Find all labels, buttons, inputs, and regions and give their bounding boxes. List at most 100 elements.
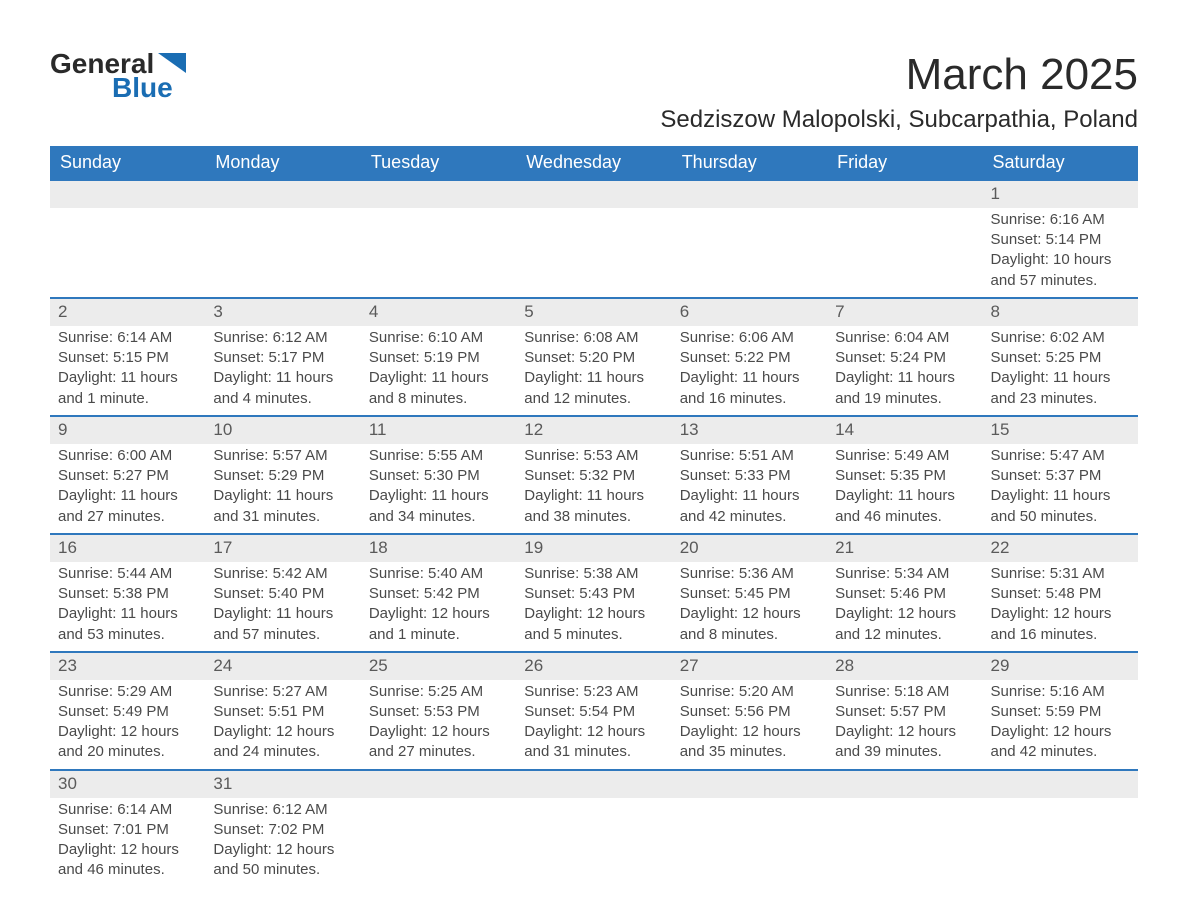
day-number bbox=[361, 770, 516, 798]
day-number: 8 bbox=[983, 298, 1138, 326]
day-detail-line: and 12 minutes. bbox=[835, 625, 974, 645]
day-detail-line: Sunrise: 5:44 AM bbox=[58, 564, 197, 584]
day-detail-line: Sunset: 5:32 PM bbox=[524, 466, 663, 486]
day-detail-line: Sunset: 5:22 PM bbox=[680, 348, 819, 368]
details-row: Sunrise: 6:14 AMSunset: 7:01 PMDaylight:… bbox=[50, 798, 1138, 887]
day-detail-line: Sunrise: 6:12 AM bbox=[213, 328, 352, 348]
day-cell: Sunrise: 6:08 AMSunset: 5:20 PMDaylight:… bbox=[516, 326, 671, 416]
day-cell: Sunrise: 5:49 AMSunset: 5:35 PMDaylight:… bbox=[827, 444, 982, 534]
day-detail-line: Sunset: 5:37 PM bbox=[991, 466, 1130, 486]
day-detail-line: and 27 minutes. bbox=[58, 507, 197, 527]
day-detail-line: and 1 minute. bbox=[58, 389, 197, 409]
day-detail-line: Sunrise: 5:29 AM bbox=[58, 682, 197, 702]
day-detail-line: Sunset: 5:29 PM bbox=[213, 466, 352, 486]
day-cell bbox=[361, 208, 516, 298]
calendar-table: SundayMondayTuesdayWednesdayThursdayFrid… bbox=[50, 146, 1138, 887]
day-detail-line: Daylight: 11 hours bbox=[835, 368, 974, 388]
day-detail-line: and 50 minutes. bbox=[991, 507, 1130, 527]
day-detail-line: Daylight: 11 hours bbox=[369, 368, 508, 388]
day-number: 21 bbox=[827, 534, 982, 562]
day-detail-line: Daylight: 12 hours bbox=[213, 722, 352, 742]
day-detail-line: Sunrise: 5:36 AM bbox=[680, 564, 819, 584]
day-detail-line: and 8 minutes. bbox=[680, 625, 819, 645]
day-detail-line: Daylight: 12 hours bbox=[680, 722, 819, 742]
day-number: 16 bbox=[50, 534, 205, 562]
day-detail-line: Daylight: 11 hours bbox=[680, 368, 819, 388]
day-detail-line: Sunset: 5:53 PM bbox=[369, 702, 508, 722]
day-detail-line: Sunset: 5:38 PM bbox=[58, 584, 197, 604]
day-number: 10 bbox=[205, 416, 360, 444]
day-number: 3 bbox=[205, 298, 360, 326]
day-cell: Sunrise: 6:10 AMSunset: 5:19 PMDaylight:… bbox=[361, 326, 516, 416]
logo-flag-icon bbox=[158, 53, 186, 73]
day-detail-line: and 4 minutes. bbox=[213, 389, 352, 409]
day-detail-line: Sunrise: 5:16 AM bbox=[991, 682, 1130, 702]
day-detail-line: Sunrise: 6:14 AM bbox=[58, 800, 197, 820]
day-detail-line: Sunrise: 6:02 AM bbox=[991, 328, 1130, 348]
daynum-row: 9101112131415 bbox=[50, 416, 1138, 444]
day-detail-line: Sunset: 5:17 PM bbox=[213, 348, 352, 368]
day-detail-line: Daylight: 12 hours bbox=[835, 604, 974, 624]
day-number: 12 bbox=[516, 416, 671, 444]
day-detail-line: Sunrise: 5:49 AM bbox=[835, 446, 974, 466]
day-detail-line: Daylight: 12 hours bbox=[680, 604, 819, 624]
day-detail-line: Sunrise: 5:20 AM bbox=[680, 682, 819, 702]
day-detail-line: Daylight: 12 hours bbox=[991, 604, 1130, 624]
day-header: Wednesday bbox=[516, 146, 671, 180]
day-cell: Sunrise: 5:16 AMSunset: 5:59 PMDaylight:… bbox=[983, 680, 1138, 770]
day-detail-line: and 24 minutes. bbox=[213, 742, 352, 762]
day-detail-line: Sunrise: 5:42 AM bbox=[213, 564, 352, 584]
day-detail-line: Daylight: 11 hours bbox=[369, 486, 508, 506]
day-cell: Sunrise: 6:16 AMSunset: 5:14 PMDaylight:… bbox=[983, 208, 1138, 298]
day-detail-line: Sunrise: 6:12 AM bbox=[213, 800, 352, 820]
calendar-header-row: SundayMondayTuesdayWednesdayThursdayFrid… bbox=[50, 146, 1138, 180]
day-detail-line: Daylight: 11 hours bbox=[524, 368, 663, 388]
day-detail-line: Sunrise: 5:23 AM bbox=[524, 682, 663, 702]
details-row: Sunrise: 6:14 AMSunset: 5:15 PMDaylight:… bbox=[50, 326, 1138, 416]
day-cell bbox=[672, 208, 827, 298]
day-detail-line: Daylight: 12 hours bbox=[213, 840, 352, 860]
day-cell: Sunrise: 6:12 AMSunset: 7:02 PMDaylight:… bbox=[205, 798, 360, 887]
day-number: 22 bbox=[983, 534, 1138, 562]
day-detail-line: Daylight: 11 hours bbox=[991, 486, 1130, 506]
day-detail-line: and 12 minutes. bbox=[524, 389, 663, 409]
day-detail-line: Sunset: 5:42 PM bbox=[369, 584, 508, 604]
day-header: Tuesday bbox=[361, 146, 516, 180]
day-detail-line: and 39 minutes. bbox=[835, 742, 974, 762]
day-detail-line: and 50 minutes. bbox=[213, 860, 352, 880]
day-cell: Sunrise: 5:29 AMSunset: 5:49 PMDaylight:… bbox=[50, 680, 205, 770]
day-detail-line: Daylight: 11 hours bbox=[213, 486, 352, 506]
day-number: 26 bbox=[516, 652, 671, 680]
day-detail-line: and 53 minutes. bbox=[58, 625, 197, 645]
day-header: Monday bbox=[205, 146, 360, 180]
logo-sub-text: Blue bbox=[112, 74, 186, 102]
day-number: 17 bbox=[205, 534, 360, 562]
day-number: 1 bbox=[983, 180, 1138, 208]
day-detail-line: and 16 minutes. bbox=[991, 625, 1130, 645]
day-detail-line: Sunset: 5:30 PM bbox=[369, 466, 508, 486]
day-detail-line: and 27 minutes. bbox=[369, 742, 508, 762]
day-header: Thursday bbox=[672, 146, 827, 180]
day-number bbox=[827, 770, 982, 798]
day-number: 29 bbox=[983, 652, 1138, 680]
day-detail-line: Sunset: 5:57 PM bbox=[835, 702, 974, 722]
day-detail-line: Sunrise: 6:08 AM bbox=[524, 328, 663, 348]
day-detail-line: and 31 minutes. bbox=[213, 507, 352, 527]
day-detail-line: Daylight: 11 hours bbox=[58, 368, 197, 388]
day-cell: Sunrise: 5:20 AMSunset: 5:56 PMDaylight:… bbox=[672, 680, 827, 770]
day-cell: Sunrise: 5:57 AMSunset: 5:29 PMDaylight:… bbox=[205, 444, 360, 534]
day-detail-line: Sunrise: 6:16 AM bbox=[991, 210, 1130, 230]
day-detail-line: Daylight: 11 hours bbox=[213, 368, 352, 388]
day-detail-line: Sunset: 5:43 PM bbox=[524, 584, 663, 604]
day-cell: Sunrise: 5:38 AMSunset: 5:43 PMDaylight:… bbox=[516, 562, 671, 652]
day-detail-line: Sunrise: 5:31 AM bbox=[991, 564, 1130, 584]
day-cell: Sunrise: 5:53 AMSunset: 5:32 PMDaylight:… bbox=[516, 444, 671, 534]
day-cell: Sunrise: 5:42 AMSunset: 5:40 PMDaylight:… bbox=[205, 562, 360, 652]
day-cell: Sunrise: 5:36 AMSunset: 5:45 PMDaylight:… bbox=[672, 562, 827, 652]
day-cell bbox=[205, 208, 360, 298]
day-cell bbox=[361, 798, 516, 887]
day-cell: Sunrise: 6:06 AMSunset: 5:22 PMDaylight:… bbox=[672, 326, 827, 416]
day-detail-line: Sunset: 5:24 PM bbox=[835, 348, 974, 368]
day-detail-line: Sunset: 7:02 PM bbox=[213, 820, 352, 840]
day-detail-line: Sunset: 5:14 PM bbox=[991, 230, 1130, 250]
